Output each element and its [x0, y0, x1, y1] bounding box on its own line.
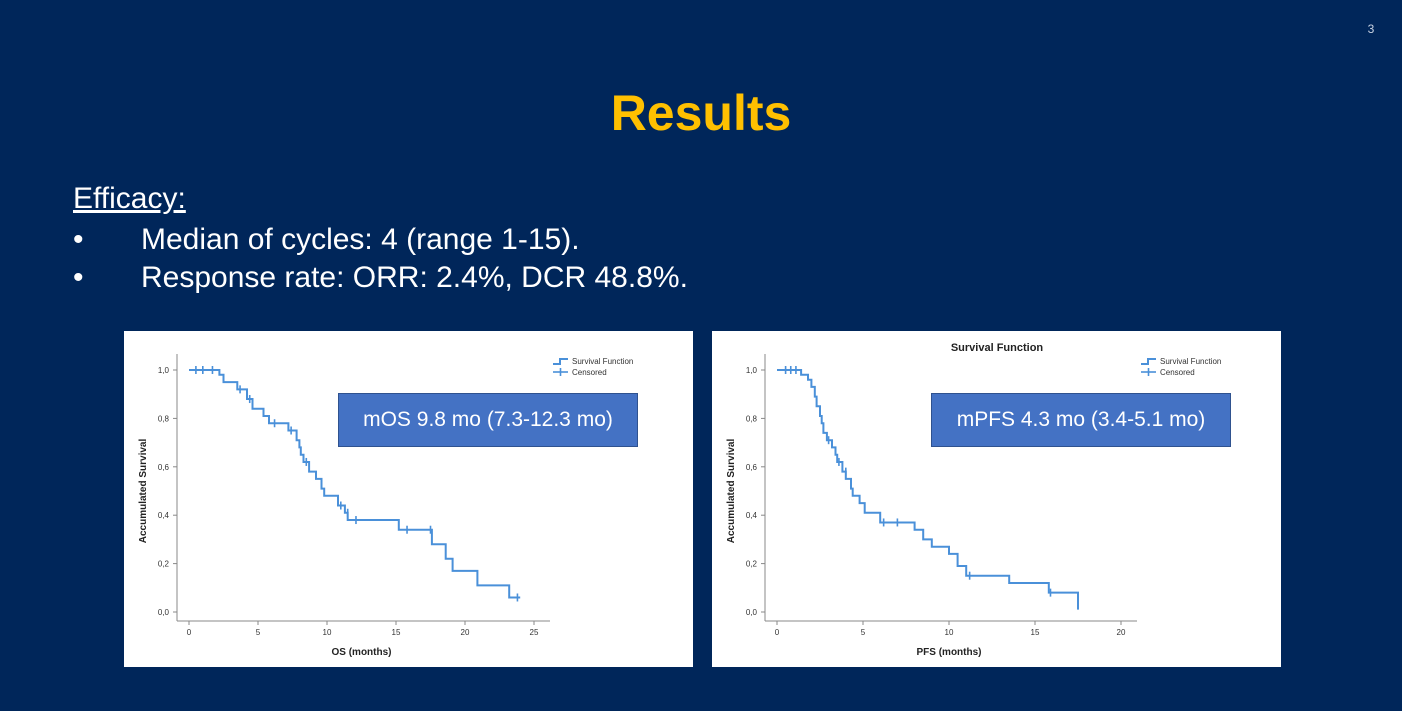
- median-pfs-box: mPFS 4.3 mo (3.4-5.1 mo): [931, 393, 1231, 447]
- median-os-box: mOS 9.8 mo (7.3-12.3 mo): [338, 393, 638, 447]
- x-axis-label: OS (months): [332, 647, 392, 658]
- legend-label: Survival Function: [572, 357, 633, 366]
- bullet-text: Median of cycles: 4 (range 1-15).: [141, 223, 580, 256]
- survival-curve: [777, 369, 1079, 610]
- x-tick-label: 15: [1031, 628, 1040, 637]
- x-tick-label: 5: [256, 628, 261, 637]
- legend-survival-swatch: [1141, 358, 1156, 365]
- y-tick-label: 0,0: [746, 608, 758, 617]
- legend-label: Censored: [572, 368, 607, 377]
- x-tick-label: 20: [1117, 628, 1126, 637]
- y-tick-label: 0,0: [158, 608, 170, 617]
- x-tick-label: 15: [392, 628, 401, 637]
- x-tick-label: 0: [775, 628, 780, 637]
- bullet-text: Response rate: ORR: 2.4%, DCR 48.8%.: [141, 261, 688, 294]
- x-tick-label: 0: [187, 628, 192, 637]
- pfs-chart-panel: 0,0 0,2 0,4 0,6 0,8 1,0 0 5 10 15 20 PFS (months) Ac…: [712, 331, 1281, 667]
- y-tick-label: 1,0: [746, 366, 758, 375]
- x-tick-label: 25: [530, 628, 539, 637]
- x-tick-label: 5: [861, 628, 866, 637]
- y-tick-label: 0,8: [158, 414, 170, 423]
- y-tick-label: 0,8: [746, 414, 758, 423]
- y-tick-label: 0,2: [158, 560, 170, 569]
- y-tick-label: 0,4: [158, 511, 170, 520]
- bullet-marker: •: [73, 223, 84, 256]
- chart-title: Survival Function: [951, 342, 1044, 354]
- slide-title: Results: [610, 85, 792, 141]
- os-chart-panel: 0,0 0,2 0,4 0,6 0,8 1,0 0 5 10 15 20 25 OS (months) A…: [124, 331, 693, 667]
- legend-label: Censored: [1160, 368, 1195, 377]
- x-tick-label: 20: [461, 628, 470, 637]
- bullet-marker: •: [73, 261, 84, 294]
- pfs-km-chart: 0,0 0,2 0,4 0,6 0,8 1,0 0 5 10 15 20 PFS (months) Ac…: [726, 342, 1221, 658]
- y-tick-label: 0,4: [746, 511, 758, 520]
- legend-survival-swatch: [553, 358, 568, 365]
- x-tick-label: 10: [323, 628, 332, 637]
- y-tick-label: 1,0: [158, 366, 170, 375]
- y-axis-label: Accumulated Survival: [726, 439, 737, 544]
- page-number: 3: [1367, 22, 1375, 36]
- y-tick-label: 0,6: [746, 463, 758, 472]
- y-axis-label: Accumulated Survival: [138, 439, 149, 544]
- y-tick-label: 0,2: [746, 560, 758, 569]
- legend-label: Survival Function: [1160, 357, 1221, 366]
- x-tick-label: 10: [945, 628, 954, 637]
- os-km-chart: 0,0 0,2 0,4 0,6 0,8 1,0 0 5 10 15 20 25 OS (months) A…: [138, 354, 633, 658]
- y-tick-label: 0,6: [158, 463, 170, 472]
- section-heading: Efficacy:: [73, 182, 186, 215]
- x-axis-label: PFS (months): [917, 647, 982, 658]
